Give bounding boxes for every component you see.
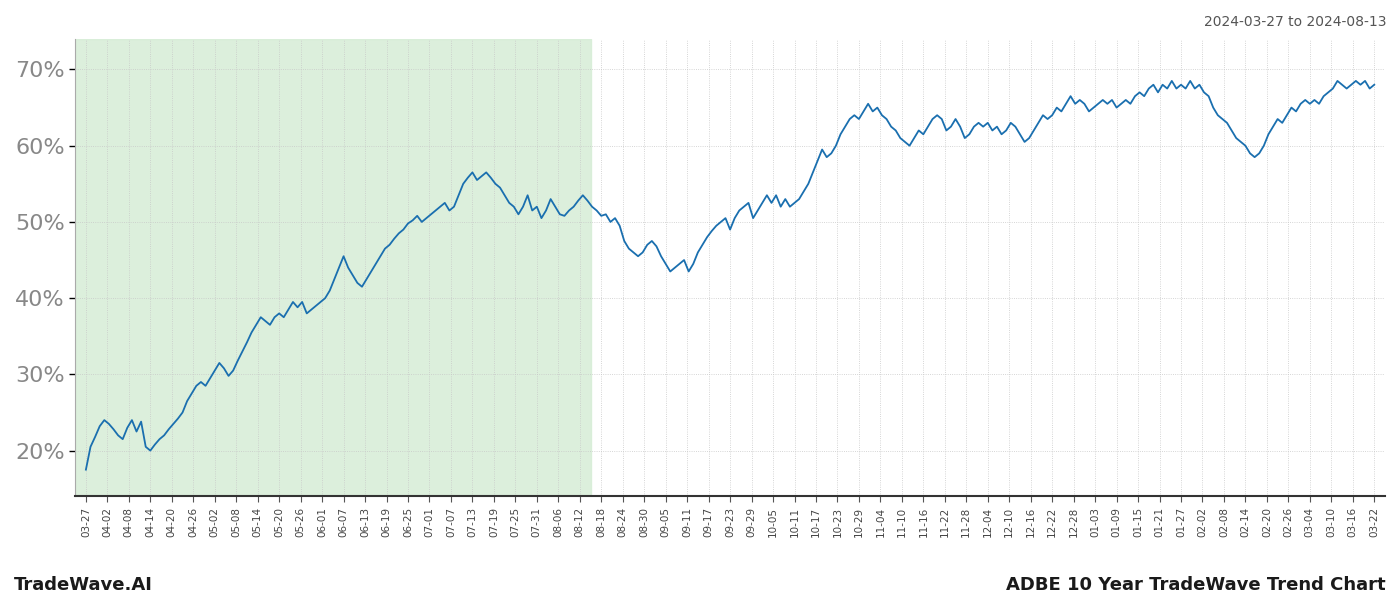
Text: TradeWave.AI: TradeWave.AI <box>14 576 153 594</box>
Text: ADBE 10 Year TradeWave Trend Chart: ADBE 10 Year TradeWave Trend Chart <box>1007 576 1386 594</box>
Bar <box>76 39 591 496</box>
Text: 2024-03-27 to 2024-08-13: 2024-03-27 to 2024-08-13 <box>1204 15 1386 29</box>
